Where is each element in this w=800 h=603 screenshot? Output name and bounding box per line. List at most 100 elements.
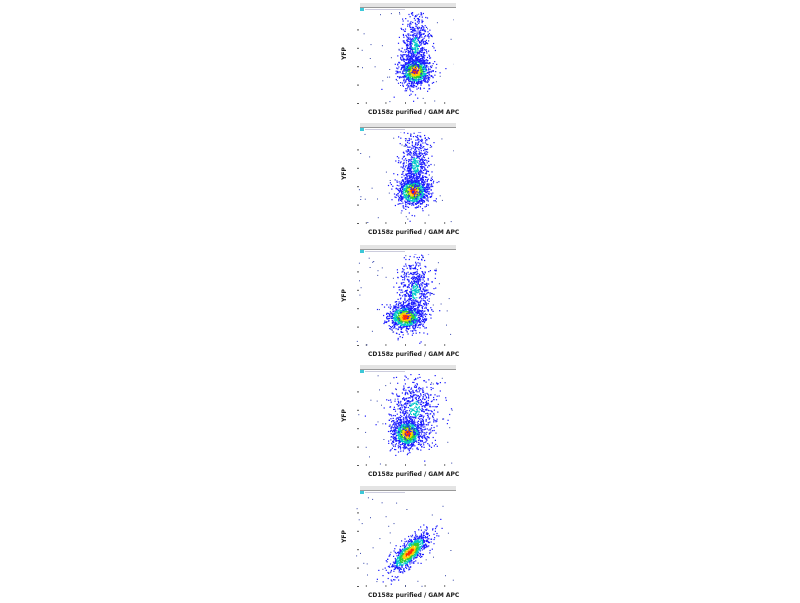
event-point (406, 206, 407, 207)
event-point (398, 190, 399, 191)
event-point (414, 173, 415, 174)
event-point (408, 197, 409, 198)
event-point (450, 334, 451, 335)
y-tick (357, 447, 359, 448)
event-point (406, 77, 407, 78)
event-point (407, 146, 408, 147)
event-point (408, 276, 409, 277)
event-point (419, 37, 420, 38)
event-point (417, 71, 418, 72)
event-point (428, 193, 429, 194)
event-point (424, 319, 425, 320)
event-point (422, 29, 423, 30)
event-point (419, 305, 420, 306)
event-point (413, 163, 414, 164)
event-point (413, 79, 414, 80)
event-point (410, 282, 411, 283)
x-tick (425, 222, 426, 224)
event-point (420, 167, 421, 168)
y-tick (357, 29, 359, 30)
event-point (409, 69, 410, 70)
event-point (410, 16, 411, 17)
flow-plot-panel: YFP CD158z purified / GAM APC (340, 362, 460, 482)
event-point (416, 33, 417, 34)
event-point (421, 13, 422, 14)
event-point (403, 303, 404, 304)
event-point (406, 306, 407, 307)
event-point (424, 64, 425, 65)
event-point (413, 176, 414, 177)
event-point (417, 178, 418, 179)
event-point (418, 156, 419, 157)
event-point (396, 320, 397, 321)
event-point (409, 89, 410, 90)
event-point (406, 49, 407, 50)
event-point (410, 41, 411, 42)
event-point (416, 320, 417, 321)
event-point (411, 281, 412, 282)
event-point (419, 21, 420, 22)
event-point (423, 34, 424, 35)
event-point (424, 49, 425, 50)
event-point (396, 324, 397, 325)
event-point (405, 72, 406, 73)
event-point (422, 168, 423, 169)
x-tick (385, 344, 386, 346)
event-point (400, 451, 401, 452)
event-point (405, 140, 406, 141)
event-point (390, 439, 391, 440)
event-point (401, 69, 402, 70)
event-point (410, 62, 411, 63)
event-point (405, 88, 406, 89)
event-point (399, 37, 400, 38)
event-point (417, 162, 418, 163)
event-point (404, 276, 405, 277)
event-point (398, 310, 399, 311)
event-point (403, 65, 404, 66)
event-point (428, 84, 429, 85)
event-point (403, 321, 404, 322)
event-point (424, 436, 425, 437)
event-point (392, 426, 393, 427)
event-point (393, 308, 394, 309)
event-point (408, 86, 409, 87)
event-point (402, 76, 403, 77)
event-point (427, 63, 428, 64)
event-point (400, 323, 401, 324)
event-point (426, 51, 427, 52)
event-point (429, 30, 430, 31)
event-point (418, 163, 419, 164)
event-point (404, 66, 405, 67)
event-point (404, 168, 405, 169)
event-point (413, 285, 414, 286)
event-point (403, 282, 404, 283)
y-tick (357, 327, 359, 328)
event-point (427, 43, 428, 44)
event-point (415, 24, 416, 25)
event-point (400, 305, 401, 306)
event-point (420, 69, 421, 70)
event-point (403, 70, 404, 71)
event-point (433, 43, 434, 44)
event-point (416, 137, 417, 138)
event-point (408, 159, 409, 160)
event-point (425, 149, 426, 150)
event-point (416, 43, 417, 44)
event-point (415, 94, 416, 95)
y-tick (357, 345, 359, 346)
event-point (402, 295, 403, 296)
event-point (410, 170, 411, 171)
event-point (419, 158, 420, 159)
event-point (401, 213, 402, 214)
event-point (369, 258, 370, 259)
event-point (422, 310, 423, 311)
event-point (416, 26, 417, 27)
event-point (430, 147, 431, 148)
event-point (422, 178, 423, 179)
x-tick (444, 464, 445, 466)
event-point (411, 300, 412, 301)
event-point (406, 202, 407, 203)
event-point (414, 73, 415, 74)
event-point (401, 187, 402, 188)
event-point (396, 71, 397, 72)
